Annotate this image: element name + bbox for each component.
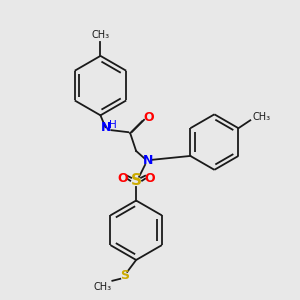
Text: S: S [130,173,142,188]
Text: S: S [120,269,129,282]
Text: H: H [110,120,117,130]
Text: O: O [144,111,154,124]
Text: O: O [145,172,155,185]
Text: CH₃: CH₃ [252,112,270,122]
Text: CH₃: CH₃ [92,30,110,40]
Text: N: N [143,154,153,167]
Text: O: O [117,172,128,185]
Text: CH₃: CH₃ [93,282,112,292]
Text: N: N [101,121,112,134]
